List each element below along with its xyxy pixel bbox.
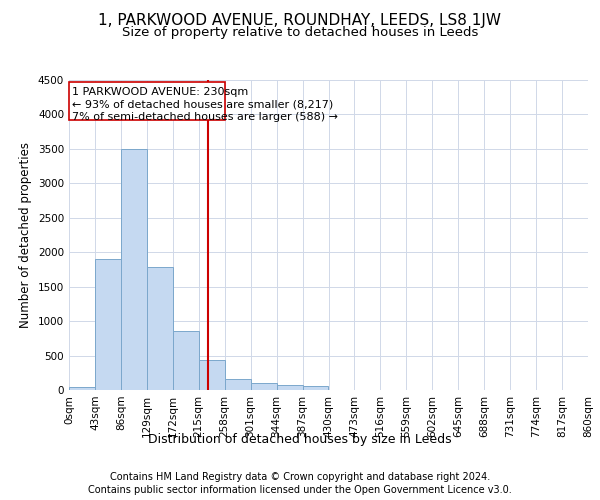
Text: 7% of semi-detached houses are larger (588) →: 7% of semi-detached houses are larger (5…	[72, 112, 338, 122]
Text: Contains HM Land Registry data © Crown copyright and database right 2024.: Contains HM Land Registry data © Crown c…	[110, 472, 490, 482]
Text: 1 PARKWOOD AVENUE: 230sqm: 1 PARKWOOD AVENUE: 230sqm	[72, 87, 248, 97]
Bar	[199, 360, 224, 390]
Bar	[277, 385, 302, 390]
Bar	[121, 149, 147, 390]
Bar	[147, 268, 173, 390]
Text: ← 93% of detached houses are smaller (8,217): ← 93% of detached houses are smaller (8,…	[72, 100, 333, 110]
Bar	[302, 386, 329, 390]
Text: Size of property relative to detached houses in Leeds: Size of property relative to detached ho…	[122, 26, 478, 39]
Text: Contains public sector information licensed under the Open Government Licence v3: Contains public sector information licen…	[88, 485, 512, 495]
Text: 1, PARKWOOD AVENUE, ROUNDHAY, LEEDS, LS8 1JW: 1, PARKWOOD AVENUE, ROUNDHAY, LEEDS, LS8…	[98, 12, 502, 28]
Y-axis label: Number of detached properties: Number of detached properties	[19, 142, 32, 328]
Text: Distribution of detached houses by size in Leeds: Distribution of detached houses by size …	[148, 432, 452, 446]
Bar	[224, 380, 251, 390]
FancyBboxPatch shape	[69, 82, 224, 120]
Bar	[95, 259, 121, 390]
Bar	[69, 386, 95, 390]
Bar	[173, 332, 199, 390]
Bar	[251, 383, 277, 390]
